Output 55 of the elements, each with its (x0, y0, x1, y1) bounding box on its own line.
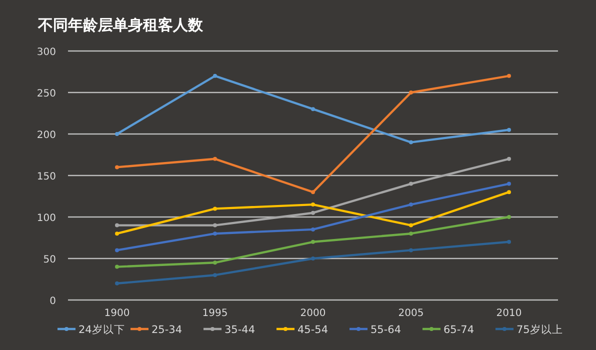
point (409, 223, 413, 228)
point (311, 202, 315, 207)
title: 不同年龄层单身租客人数 (38, 16, 203, 34)
legend-label: 75岁以上 (516, 323, 563, 336)
point (507, 190, 511, 194)
point (213, 232, 217, 236)
point (115, 281, 119, 286)
legend-label: 45-54 (298, 324, 328, 336)
y-tick-label: 150 (36, 172, 56, 182)
point (409, 232, 413, 236)
point (115, 248, 119, 252)
point (409, 248, 413, 252)
legend-label: 25-34 (152, 324, 182, 336)
point (409, 140, 413, 144)
legend-label: 65-74 (444, 324, 474, 336)
point (507, 156, 511, 161)
point (115, 232, 119, 236)
point (213, 223, 217, 228)
point (213, 206, 217, 211)
x-tick-label: 1995 (202, 308, 228, 319)
point (115, 132, 119, 136)
point (409, 182, 413, 186)
point (213, 156, 217, 161)
y-tick-label: 300 (36, 47, 56, 58)
point (115, 165, 119, 170)
point (507, 215, 511, 219)
x-tick-label: 1900 (104, 308, 130, 319)
x-tick-label: 2005 (398, 308, 424, 319)
x-tick-label: 2000 (300, 308, 326, 319)
point (409, 202, 413, 207)
point (507, 182, 511, 186)
point (213, 74, 217, 78)
point (213, 273, 217, 278)
legend-label: 55-64 (370, 324, 402, 336)
y-tick-label: 0 (50, 296, 56, 307)
y-tick-label: 50 (43, 254, 56, 266)
point (311, 227, 315, 232)
point (409, 90, 413, 94)
legend-label: 24岁以下 (78, 323, 125, 336)
point (213, 260, 217, 265)
point (507, 74, 511, 78)
legend-label: 35-44 (224, 324, 256, 336)
point (311, 256, 315, 260)
point (115, 264, 119, 269)
y-tick-label: 200 (36, 130, 56, 141)
point (311, 190, 315, 194)
y-tick-label: 250 (36, 88, 56, 100)
point (115, 223, 119, 228)
point (507, 240, 511, 244)
point (311, 240, 315, 244)
x-tick-label: 2010 (496, 308, 522, 319)
point (311, 107, 315, 112)
point (507, 128, 511, 132)
point (311, 210, 315, 215)
y-tick-label: 100 (36, 213, 56, 224)
